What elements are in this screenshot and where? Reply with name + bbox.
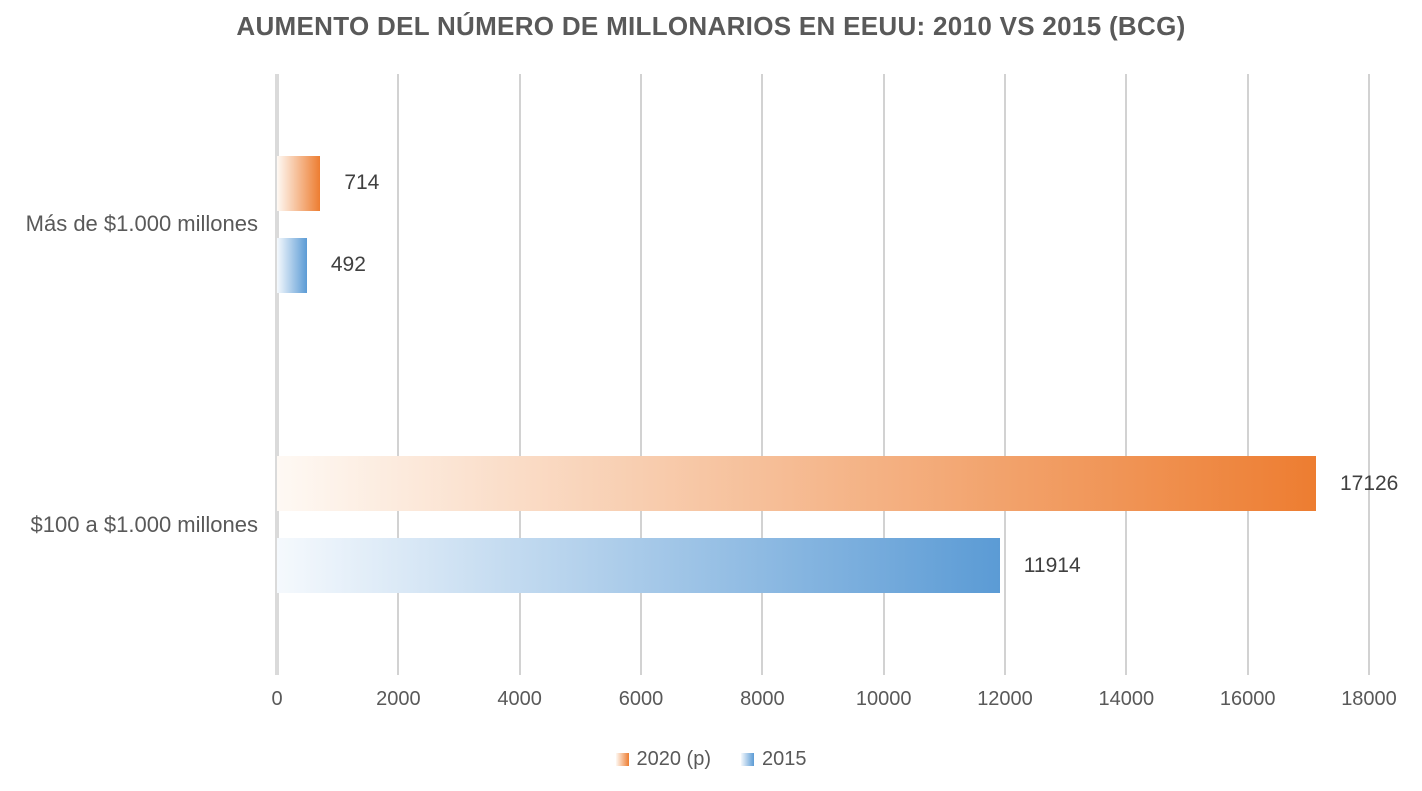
data-label-2020 (p)-0: 714: [344, 171, 380, 195]
gridline-2000: [397, 74, 400, 675]
data-label-2020 (p)-1: 17126: [1339, 471, 1399, 495]
bar-2015-0: [277, 237, 307, 293]
legend-item-2020 (p): 2020 (p): [615, 748, 712, 771]
category-axis: Más de $1.000 millones $100 a $1.000 mill…: [0, 74, 258, 675]
x-tick-label-2000: 2000: [376, 688, 421, 710]
x-tick-label-6000: 6000: [618, 688, 664, 710]
category-label-1: $100 a $1.000 millones: [30, 511, 259, 537]
chart-title: AUMENTO DEL NÚMERO DE MILLONARIOS EN EEU…: [236, 11, 1186, 41]
bar-2015-1: [277, 538, 1000, 594]
bar-2020 (p)-1: [277, 456, 1316, 512]
legend-label-2015: 2015: [762, 748, 807, 770]
gridline-14000: [1125, 74, 1128, 675]
x-tick-label-12000: 12000: [977, 688, 1033, 710]
x-tick-label-4000: 4000: [497, 688, 542, 710]
gridline-16000: [1246, 74, 1249, 675]
gridline-10000: [882, 74, 885, 675]
data-label-2015-0: 492: [330, 253, 366, 277]
gridline-12000: [1004, 74, 1006, 675]
x-axis-ticks: 0 2000 4000 6000 8000 10000 12000 14000 16000 180…: [271, 688, 1396, 716]
gridline-8000: [761, 74, 764, 675]
axis-baseline: [275, 74, 279, 675]
bar-2020 (p)-0: [277, 155, 321, 211]
x-tick-label-18000: 18000: [1341, 688, 1397, 710]
legend-marker-2020 (p): [615, 753, 629, 766]
plot-area: 714 492 17126 11914: [275, 74, 1398, 675]
x-tick-label-0: 0: [271, 688, 283, 710]
data-label-2015-1: 11914: [1023, 553, 1081, 577]
x-tick-label-14000: 14000: [1098, 688, 1155, 710]
legend-item-2015: 2015: [741, 748, 807, 771]
x-tick-label-8000: 8000: [740, 688, 785, 710]
gridline-18000: [1368, 74, 1370, 675]
legend: 2020 (p) 2015: [0, 748, 1422, 771]
category-label-0: Más de $1.000 millones: [25, 211, 258, 237]
x-tick-label-10000: 10000: [855, 688, 912, 710]
gridline-4000: [518, 74, 521, 675]
gridline-6000: [640, 74, 642, 675]
legend-label-2020 (p): 2020 (p): [636, 748, 712, 770]
legend-marker-2015: [741, 753, 754, 766]
x-tick-label-16000: 16000: [1219, 688, 1276, 710]
